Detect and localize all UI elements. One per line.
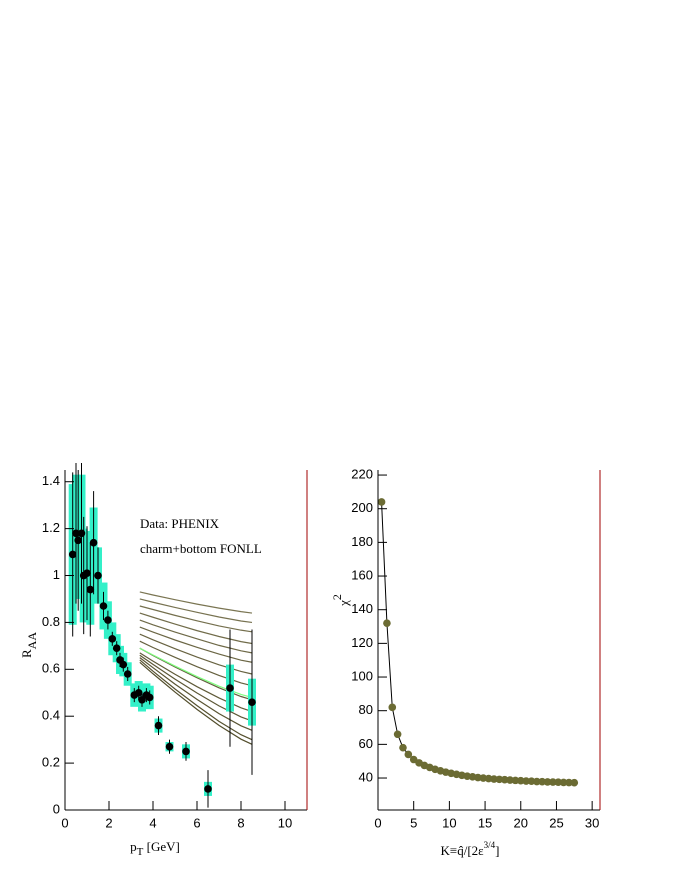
data-point bbox=[112, 644, 121, 653]
data-point bbox=[549, 778, 557, 786]
data-point bbox=[570, 778, 579, 787]
x-label-main: p bbox=[130, 839, 137, 854]
data-point bbox=[554, 778, 563, 787]
x-tick-label: 6 bbox=[193, 815, 200, 830]
data-point bbox=[404, 750, 413, 759]
y-axis-label: χ2 bbox=[330, 594, 351, 607]
data-point bbox=[522, 777, 530, 785]
x-tick-label: 30 bbox=[585, 815, 599, 830]
data-point bbox=[226, 684, 234, 692]
data-point bbox=[533, 777, 541, 786]
data-point bbox=[123, 670, 132, 678]
x-axis-label: K≡q̂/[2ε3/4] bbox=[441, 840, 500, 858]
x-label-main: K≡q̂/[2ε bbox=[441, 843, 485, 858]
model-curve bbox=[139, 652, 253, 713]
x-axis-label: pT [GeV] bbox=[130, 839, 180, 858]
data-point bbox=[543, 778, 552, 786]
data-point bbox=[388, 703, 397, 712]
y-label-main: χ bbox=[336, 600, 351, 607]
y-tick-label: 160 bbox=[351, 567, 373, 582]
y-label-sub: AA bbox=[25, 632, 39, 650]
y-tick-label: 60 bbox=[359, 736, 373, 751]
x-tick-label: 5 bbox=[410, 815, 417, 830]
model-curve bbox=[139, 619, 253, 654]
data-point bbox=[108, 635, 117, 643]
data-point bbox=[89, 538, 98, 547]
x-tick-label: 10 bbox=[278, 815, 292, 830]
model-curve bbox=[139, 657, 253, 731]
y-tick-label: 140 bbox=[351, 601, 373, 616]
y-tick-label: 1.2 bbox=[42, 520, 60, 535]
annotation: Data: PHENIX bbox=[140, 516, 220, 531]
x-tick-label: 8 bbox=[237, 815, 244, 830]
x-tick-label: 0 bbox=[374, 815, 381, 830]
model-curve bbox=[139, 659, 253, 741]
y-tick-label: 0.4 bbox=[42, 708, 60, 723]
data-point bbox=[393, 730, 402, 739]
y-tick-label: 200 bbox=[351, 500, 373, 515]
model-curve bbox=[139, 633, 253, 675]
data-point bbox=[83, 569, 91, 577]
data-point bbox=[248, 698, 256, 706]
data-point bbox=[119, 660, 128, 669]
y-tick-label: 0 bbox=[53, 801, 60, 816]
data-point bbox=[99, 602, 108, 610]
y-tick-label: 180 bbox=[351, 534, 373, 549]
y-tick-label: 1.4 bbox=[42, 473, 60, 488]
x-label-end: ] bbox=[495, 843, 499, 858]
y-label-sup: 2 bbox=[330, 594, 344, 600]
x-label-sub: T bbox=[137, 846, 144, 858]
y-tick-label: 80 bbox=[359, 702, 373, 717]
model-curve bbox=[139, 661, 253, 745]
x-tick-label: 10 bbox=[442, 815, 456, 830]
y-label-main: R bbox=[19, 649, 34, 658]
data-point bbox=[565, 778, 573, 787]
y-axis-label: RAA bbox=[19, 632, 39, 658]
x-tick-label: 4 bbox=[149, 815, 156, 830]
data-point bbox=[145, 693, 154, 702]
x-tick-label: 25 bbox=[549, 815, 563, 830]
x-tick-label: 20 bbox=[514, 815, 528, 830]
chi2-line bbox=[381, 501, 575, 784]
data-point bbox=[204, 785, 212, 793]
y-tick-label: 220 bbox=[351, 466, 373, 481]
data-point bbox=[74, 536, 82, 545]
data-point bbox=[154, 721, 163, 730]
model-curve bbox=[139, 626, 253, 663]
model-curve bbox=[139, 647, 253, 699]
y-tick-label: 1 bbox=[53, 567, 60, 582]
model-curve bbox=[139, 640, 253, 687]
x-tick-label: 15 bbox=[478, 815, 492, 830]
y-tick-label: 0.8 bbox=[42, 614, 60, 629]
model-curve bbox=[139, 591, 253, 614]
data-point bbox=[559, 778, 568, 787]
x-label-sup: 3/4 bbox=[484, 840, 496, 850]
data-point bbox=[182, 747, 190, 756]
data-point bbox=[383, 619, 391, 627]
data-point bbox=[538, 777, 546, 786]
x-tick-label: 2 bbox=[105, 815, 112, 830]
data-point bbox=[165, 742, 174, 751]
model-curve bbox=[139, 598, 253, 624]
y-tick-label: 0.6 bbox=[42, 661, 60, 676]
model-curve bbox=[139, 605, 253, 633]
x-label-rest: [GeV] bbox=[143, 839, 179, 854]
model-curve bbox=[139, 654, 253, 722]
data-point bbox=[68, 550, 77, 559]
x-tick-label: 0 bbox=[61, 815, 68, 830]
data-point bbox=[399, 743, 407, 752]
annotation: charm+bottom FONLL bbox=[140, 541, 262, 556]
data-point bbox=[134, 688, 143, 697]
data-point bbox=[104, 616, 112, 624]
y-tick-label: 0.2 bbox=[42, 755, 60, 770]
data-point bbox=[94, 571, 102, 580]
y-tick-label: 120 bbox=[351, 635, 373, 650]
y-tick-label: 40 bbox=[359, 769, 373, 784]
data-point bbox=[377, 498, 386, 506]
model-curve bbox=[139, 612, 253, 645]
y-tick-label: 100 bbox=[351, 668, 373, 683]
data-point bbox=[86, 585, 95, 594]
